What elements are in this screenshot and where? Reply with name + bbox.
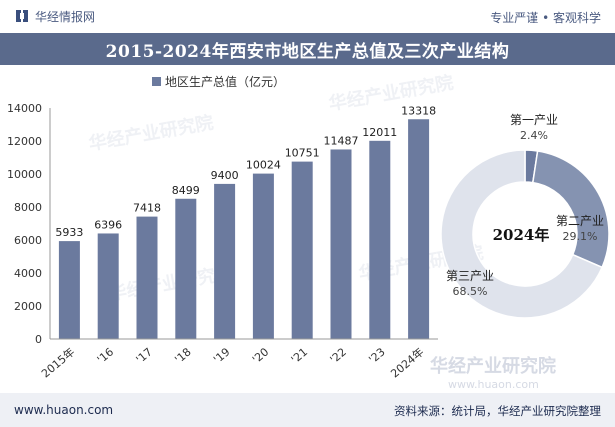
y-tick-label: 0 xyxy=(35,333,42,346)
bar xyxy=(252,173,274,339)
brand: 华经情报网 xyxy=(14,8,95,24)
bar-value-label: 6396 xyxy=(94,218,122,231)
bar xyxy=(175,198,197,339)
donut-slice-name: 第一产业 xyxy=(510,113,558,127)
bar-value-label: 7418 xyxy=(133,202,161,215)
x-tick-label: '23 xyxy=(366,345,387,366)
watermark-corner: 华经产业研究院 xyxy=(430,355,556,377)
brand-name: 华经情报网 xyxy=(35,9,96,24)
watermark-corner-url: www.huaon.com xyxy=(448,378,539,391)
legend-swatch xyxy=(152,77,161,86)
donut-slice-value: 2.4% xyxy=(520,129,548,142)
bar-value-label: 12011 xyxy=(362,126,397,139)
x-tick-label: '22 xyxy=(328,345,349,366)
x-tick-label: 2024年 xyxy=(388,345,427,381)
y-tick-label: 8000 xyxy=(14,201,42,214)
x-tick-label: '19 xyxy=(211,345,232,366)
x-axis: 2015年 '16 '17 '18 '19 '20 '21 '22 '23 2024年 xyxy=(38,338,438,381)
y-tick-label: 6000 xyxy=(14,234,42,247)
y-tick-label: 12000 xyxy=(7,135,42,148)
donut-slice-name: 第三产业 xyxy=(446,269,494,283)
x-tick-label: '16 xyxy=(95,345,116,366)
footer: www.huaon.com 资料来源：统计局，华经产业研究院整理 xyxy=(0,393,615,427)
data-source: 资料来源：统计局，华经产业研究院整理 xyxy=(394,404,601,418)
donut-slice-value: 29.1% xyxy=(563,230,598,243)
title-bar: 2015-2024年西安市地区生产总值及三次产业结构 xyxy=(0,33,615,65)
x-tick-label: 2015年 xyxy=(38,345,77,381)
bar-value-label: 10024 xyxy=(246,159,281,172)
bar xyxy=(214,183,236,339)
bar-value-label: 10751 xyxy=(285,147,320,160)
watermark-text: 华经产业研究院 xyxy=(87,111,215,155)
bar-legend: 地区生产总值（亿元） xyxy=(152,74,285,89)
legend-label: 地区生产总值（亿元） xyxy=(165,74,285,89)
donut-slice-value: 68.5% xyxy=(453,285,488,298)
donut-slice xyxy=(440,149,604,319)
bar-value-label: 13318 xyxy=(401,104,436,117)
donut-chart: 2024年 第一产业 2.4% 第二产业 29.1% 第三产业 68.5% xyxy=(440,113,610,319)
y-tick-label: 14000 xyxy=(7,102,42,115)
bar-value-label: 5933 xyxy=(55,226,83,239)
x-tick-label: '18 xyxy=(172,345,193,366)
y-tick-label: 10000 xyxy=(7,168,42,181)
donut-center-label: 2024年 xyxy=(493,226,550,244)
slogan: 专业严谨 • 客观科学 xyxy=(490,11,601,25)
bar-value-label: 8499 xyxy=(172,184,200,197)
donut-slice-name: 第二产业 xyxy=(556,214,604,228)
top-bar: 华经情报网 专业严谨 • 客观科学 xyxy=(0,0,615,32)
y-tick-label: 2000 xyxy=(14,300,42,313)
bar xyxy=(369,140,391,339)
bar xyxy=(136,216,158,339)
chart-title: 2015-2024年西安市地区生产总值及三次产业结构 xyxy=(105,41,510,62)
bar xyxy=(58,241,80,339)
x-tick-label: '20 xyxy=(250,345,271,366)
x-tick-label: '21 xyxy=(289,345,310,366)
donut-slice xyxy=(531,150,610,269)
bar-value-label: 11487 xyxy=(324,134,359,147)
bar xyxy=(408,119,430,340)
x-tick-label: '17 xyxy=(134,345,155,366)
y-axis: 0 2000 4000 6000 8000 10000 12000 14000 xyxy=(7,102,51,346)
bar xyxy=(291,161,313,339)
bar-series: 5933 6396 7418 8499 9400 10024 10751 1148712011… xyxy=(55,104,436,340)
bar-value-label: 9400 xyxy=(211,169,239,182)
footer-url: www.huaon.com xyxy=(14,403,114,417)
huajing-logo-icon xyxy=(16,10,28,22)
bar xyxy=(330,149,352,339)
y-tick-label: 4000 xyxy=(14,267,42,280)
bar xyxy=(97,233,119,339)
chart-area: 华经产业研究院华经产业研究院华经产业研究院华经产业研究院华经产业研究院www.h… xyxy=(7,71,610,391)
